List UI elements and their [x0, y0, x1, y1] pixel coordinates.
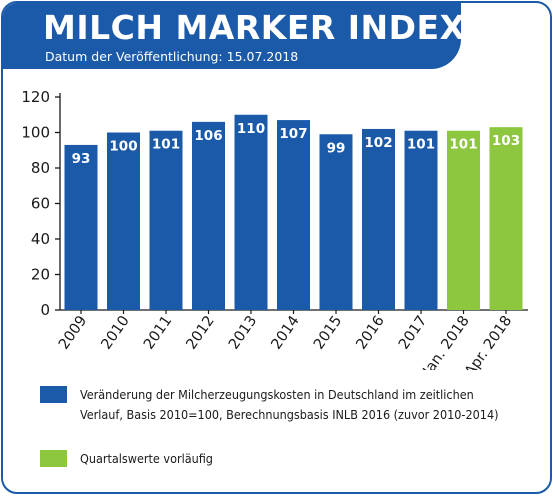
x-tick-label: 2011 [141, 313, 175, 352]
x-tick-label: 2014 [269, 313, 303, 352]
bar-value-label: 102 [364, 135, 392, 151]
bar-2016 [362, 128, 395, 310]
y-tick-label: 0 [40, 301, 50, 319]
header-banner: MILCH MARKER INDEX MMI Datum der Veröffe… [3, 3, 550, 69]
bar-chart: 0 20 40 60 80 100 120 93 2009 100 2010 101 2011 106 20… [21, 88, 528, 370]
bar-value-label: 107 [279, 126, 307, 142]
x-tick-label: 2013 [226, 313, 260, 352]
bar-2012 [192, 121, 225, 310]
chart-title: MILCH MARKER INDEX MMI [43, 8, 552, 47]
x-tick-label: 2015 [311, 313, 345, 352]
legend-label-cost-index: Veränderung der Milcherzeugungskosten in… [80, 385, 498, 425]
legend-swatch-blue [40, 386, 67, 403]
bar-value-label: 103 [492, 133, 520, 149]
y-tick-label: 80 [31, 159, 50, 177]
x-tick-label: 2012 [184, 313, 218, 352]
bar-2011 [149, 130, 183, 310]
bar-2013 [234, 114, 268, 310]
publication-date: Datum der Veröffentlichung: 15.07.2018 [45, 49, 299, 64]
y-tick-label: 60 [31, 195, 50, 213]
bar-value-label: 99 [327, 140, 346, 156]
x-tick-label: 2017 [396, 313, 430, 352]
x-tick-label: 2016 [354, 313, 388, 352]
bar-apr-2018 [489, 127, 523, 310]
y-tick-label: 40 [31, 230, 50, 248]
bar-value-label: 101 [152, 137, 180, 153]
bar-value-label: 100 [109, 139, 137, 155]
legend-item-cost-index: Veränderung der Milcherzeugungskosten in… [40, 385, 498, 425]
bar-jan-2018 [447, 130, 480, 310]
bar-value-label: 106 [194, 128, 222, 144]
bar-value-label: 110 [237, 121, 265, 137]
bar-2017 [404, 130, 438, 310]
x-tick-label: 2009 [56, 313, 90, 352]
bar-value-label: 93 [72, 151, 91, 167]
y-tick-label: 100 [21, 124, 50, 142]
legend-item-provisional: Quartalswerte vorläufig [40, 449, 213, 469]
legend-label-line1: Veränderung der Milcherzeugungskosten in… [80, 387, 474, 402]
legend-label-line2: Verlauf, Basis 2010=100, Berechnungsbasi… [80, 407, 499, 422]
bar-2015 [319, 134, 353, 310]
y-tick-label: 20 [31, 266, 50, 284]
legend-label-provisional: Quartalswerte vorläufig [80, 451, 213, 466]
legend-swatch-green [40, 450, 67, 467]
bar-2014 [277, 120, 310, 310]
bar-value-label: 101 [407, 137, 435, 153]
x-tick-label: 2010 [99, 313, 133, 352]
y-tick-label: 120 [21, 88, 50, 106]
bar-2010 [107, 132, 140, 310]
bar-value-label: 101 [449, 137, 477, 153]
bar-2009 [64, 144, 98, 310]
